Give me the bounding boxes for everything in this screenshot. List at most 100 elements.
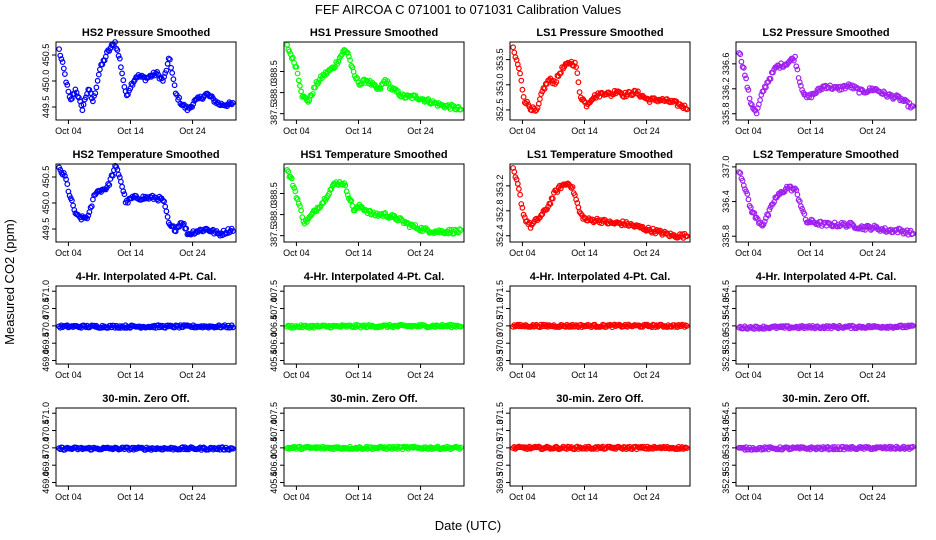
- data-point: [85, 212, 92, 219]
- data-point: [573, 196, 579, 203]
- data-point: [57, 52, 64, 59]
- data-point: [575, 204, 582, 211]
- y-tick-label: 336.2: [721, 78, 731, 101]
- y-tick-label: 370.5: [495, 315, 505, 338]
- data-point: [58, 56, 65, 62]
- panel-title: 4-Hr. Interpolated 4-Pt. Cal.: [530, 271, 671, 283]
- y-tick-label: 354.0: [721, 297, 731, 320]
- x-tick-label: Oct 04: [283, 370, 310, 380]
- y-tick-label: 470.0: [41, 315, 51, 338]
- x-tick-label: Oct 24: [859, 126, 886, 136]
- data-point: [62, 71, 68, 77]
- data-point: [92, 90, 99, 97]
- plot-frame: [283, 407, 465, 487]
- y-tick-label: 352.5: [721, 349, 731, 372]
- y-tick-label: 470.5: [41, 419, 51, 442]
- y-tick-label: 335.8: [721, 225, 731, 248]
- y-tick-label: 407.5: [269, 402, 279, 425]
- panel-title: 30-min. Zero Off.: [102, 393, 189, 405]
- data-point: [108, 42, 115, 48]
- data-point: [753, 110, 760, 117]
- data-point: [60, 65, 67, 72]
- x-tick-label: Oct 24: [859, 370, 886, 380]
- panel-5: HS1 Temperature Smoothed Oct 04 Oct 14 Oct …: [269, 149, 465, 258]
- panel-4: HS2 Temperature Smoothed Oct 04 Oct 14 Oct …: [41, 149, 237, 258]
- data-point: [106, 182, 113, 188]
- panel-title: 4-Hr. Interpolated 4-Pt. Cal.: [304, 271, 445, 283]
- data-point: [293, 194, 300, 201]
- x-tick-label: Oct 24: [179, 492, 206, 502]
- panel-title: LS2 Temperature Smoothed: [753, 149, 899, 161]
- x-tick-label: Oct 04: [55, 492, 82, 502]
- y-tick-label: 450.0: [41, 70, 51, 93]
- x-tick-label: Oct 14: [117, 248, 144, 258]
- data-point: [791, 186, 797, 193]
- data-point: [520, 93, 527, 100]
- data-point: [189, 104, 196, 110]
- data-point: [284, 41, 291, 48]
- data-points: [56, 162, 236, 239]
- panel-title: 30-min. Zero Off.: [782, 393, 869, 405]
- y-tick-label: 353.0: [721, 332, 731, 355]
- data-point: [298, 207, 305, 214]
- panel-title: HS2 Pressure Smoothed: [82, 27, 210, 39]
- y-tick-label: 388.0: [269, 81, 279, 104]
- data-point: [344, 192, 351, 199]
- y-tick-label: 469.5: [41, 332, 51, 355]
- y-tick-label: 388.5: [269, 60, 279, 83]
- data-point: [539, 211, 546, 218]
- data-point: [863, 443, 870, 450]
- data-point: [737, 51, 744, 58]
- y-tick-label: 470.0: [41, 437, 51, 460]
- data-point: [910, 103, 916, 110]
- x-tick-label: Oct 04: [283, 492, 310, 502]
- x-tick-label: Oct 14: [797, 492, 824, 502]
- x-tick-label: Oct 14: [117, 370, 144, 380]
- x-tick-label: Oct 24: [179, 126, 206, 136]
- data-point: [176, 94, 183, 101]
- panel-title: HS1 Pressure Smoothed: [310, 27, 438, 39]
- data-point: [514, 180, 521, 187]
- data-point: [744, 191, 751, 197]
- data-point: [576, 89, 583, 95]
- data-point: [293, 63, 300, 70]
- data-points: [284, 41, 464, 113]
- x-tick-label: Oct 14: [345, 370, 372, 380]
- data-point: [761, 218, 768, 225]
- data-point: [510, 44, 516, 51]
- data-point: [347, 57, 354, 64]
- data-point: [794, 191, 801, 198]
- y-tick-label: 371.5: [495, 402, 505, 425]
- data-point: [117, 64, 124, 71]
- panel-grid: HS2 Pressure Smoothed Oct 04 Oct 14 Oct 24 4…: [41, 27, 917, 502]
- data-point: [113, 164, 120, 170]
- x-tick-label: Oct 14: [571, 370, 598, 380]
- x-tick-label: Oct 14: [345, 248, 372, 258]
- data-points: [736, 50, 916, 117]
- data-point: [117, 178, 124, 185]
- data-point: [82, 94, 89, 101]
- data-point: [68, 197, 75, 204]
- data-point: [799, 205, 805, 212]
- data-point: [60, 169, 67, 176]
- figure-title: FEF AIRCOA C 071001 to 071031 Calibratio…: [315, 2, 622, 17]
- data-point: [346, 53, 352, 60]
- y-tick-label: 470.5: [41, 297, 51, 320]
- x-tick-label: Oct 04: [283, 248, 310, 258]
- y-tick-label: 353.0: [495, 74, 505, 97]
- x-tick-label: Oct 04: [735, 492, 762, 502]
- data-point: [736, 50, 742, 56]
- y-tick-label: 353.0: [721, 454, 731, 477]
- y-tick-label: 370.5: [495, 437, 505, 460]
- x-tick-label: Oct 24: [633, 370, 660, 380]
- data-point: [516, 65, 522, 72]
- data-point: [96, 66, 103, 73]
- data-point: [120, 188, 127, 195]
- data-point: [106, 48, 113, 54]
- data-point: [161, 198, 168, 205]
- x-tick-label: Oct 04: [735, 370, 762, 380]
- data-point: [446, 226, 453, 233]
- data-point: [458, 444, 464, 451]
- data-point: [910, 322, 916, 329]
